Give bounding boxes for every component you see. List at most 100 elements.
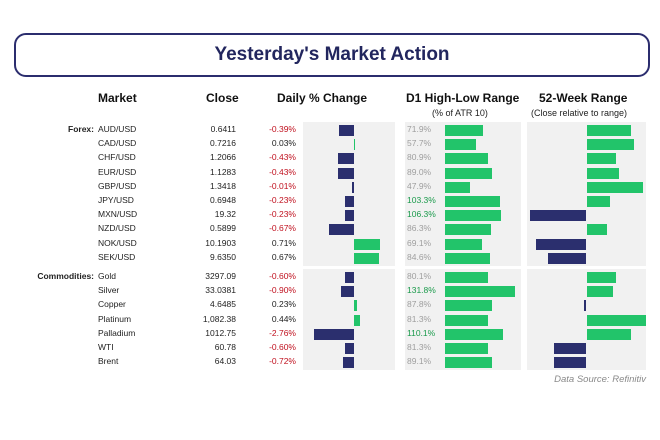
range-value: 80.9% (407, 152, 432, 163)
close-value: 0.5899 (210, 223, 236, 234)
daily-change-bar (314, 328, 354, 340)
market-name: CHF/USD (98, 152, 136, 163)
header-52week: 52-Week Range (539, 91, 628, 105)
daily-change-value: -0.23% (269, 209, 296, 220)
header-52week-sub: (Close relative to range) (531, 108, 628, 118)
range-bar (445, 125, 484, 136)
range-bar (445, 167, 493, 179)
change-panel (303, 269, 395, 371)
close-value: 1012.75 (205, 327, 236, 338)
header-close: Close (206, 91, 239, 105)
daily-change-bar (340, 286, 354, 298)
range-bar (445, 139, 476, 151)
range-value: 69.1% (407, 237, 432, 248)
market-name: NZD/USD (98, 223, 136, 234)
daily-change-value: 0.03% (271, 138, 296, 149)
market-name: Brent (98, 356, 119, 367)
week52-bar (586, 153, 617, 165)
close-value: 4.6485 (210, 299, 236, 310)
daily-change-bar (353, 300, 357, 312)
range-value: 106.3% (407, 209, 436, 220)
range-value: 47.9% (407, 180, 432, 191)
market-name: GBP/USD (98, 180, 137, 191)
daily-change-value: -0.43% (269, 166, 296, 177)
range-bar (445, 210, 502, 222)
close-value: 1.3418 (210, 180, 236, 191)
week52-bar (586, 167, 620, 179)
week52-bar (586, 224, 608, 236)
range-value: 103.3% (407, 195, 436, 205)
range-value: 81.3% (407, 342, 432, 352)
close-value: 1.2066 (210, 152, 236, 163)
range-bar (445, 153, 488, 165)
title-box: Yesterday's Market Action (14, 33, 650, 77)
week52-bar (553, 343, 587, 354)
range-bar (445, 357, 493, 369)
range-value: 80.1% (407, 271, 432, 281)
daily-change-value: -0.39% (269, 124, 296, 134)
range-bar (445, 238, 482, 250)
range-value: 110.1% (407, 327, 436, 338)
market-name: MXN/USD (98, 209, 138, 220)
daily-change-bar (345, 343, 354, 354)
daily-change-value: 0.71% (271, 237, 296, 248)
week52-bar (586, 196, 611, 207)
range-value: 86.3% (407, 223, 432, 234)
group-label: Forex: (68, 124, 94, 134)
close-value: 60.78 (214, 342, 236, 352)
change-panel (303, 122, 395, 266)
market-name: Copper (98, 299, 126, 310)
daily-change-value: -0.01% (269, 180, 296, 191)
range-bar (445, 343, 489, 354)
range-bar (445, 272, 488, 283)
daily-change-bar (337, 167, 354, 179)
group-label: Commodities: (37, 271, 94, 281)
daily-change-value: -0.72% (269, 356, 296, 367)
week52-bar (535, 238, 587, 250)
close-value: 33.0381 (205, 285, 236, 296)
daily-change-value: -0.43% (269, 152, 296, 163)
header-market: Market (98, 91, 137, 105)
daily-change-bar (353, 238, 381, 250)
week52-bar (547, 252, 587, 264)
daily-change-value: 0.44% (271, 313, 296, 324)
week52-bar (586, 286, 614, 298)
range-bar (445, 224, 491, 236)
range-bar (445, 300, 492, 312)
daily-change-bar (353, 314, 360, 326)
market-name: EUR/USD (98, 166, 137, 177)
close-value: 19.32 (214, 209, 236, 220)
range-value: 89.0% (407, 166, 432, 177)
market-name: Platinum (98, 313, 132, 324)
daily-change-bar (328, 224, 354, 236)
range-bar (445, 196, 500, 207)
market-name: Silver (98, 285, 120, 296)
close-value: 0.6948 (210, 195, 236, 205)
daily-change-value: -0.60% (269, 342, 296, 352)
daily-change-bar (339, 125, 354, 136)
market-name: NOK/USD (98, 237, 137, 248)
week52-bar (586, 314, 646, 326)
range-bar (445, 286, 515, 298)
range-value: 57.7% (407, 138, 432, 149)
week52-bar (583, 300, 587, 312)
daily-change-bar (353, 252, 379, 264)
range-value: 131.8% (407, 285, 436, 296)
market-name: JPY/USD (98, 195, 134, 205)
daily-change-value: -0.90% (269, 285, 296, 296)
week52-bar (586, 181, 644, 193)
week52-bar (586, 272, 617, 283)
daily-change-bar (352, 181, 354, 193)
range-bar (445, 181, 471, 193)
daily-change-value: -0.60% (269, 271, 296, 281)
week52-bar (586, 139, 635, 151)
daily-change-bar (345, 210, 354, 222)
close-value: 1,082.38 (202, 313, 236, 324)
market-name: SEK/USD (98, 251, 136, 262)
header-range: D1 High-Low Range (406, 91, 520, 105)
week52-bar (586, 125, 632, 136)
range-value: 81.3% (407, 313, 432, 324)
market-name: CAD/USD (98, 138, 137, 149)
close-value: 3297.09 (205, 271, 236, 281)
range-bar (445, 252, 490, 264)
